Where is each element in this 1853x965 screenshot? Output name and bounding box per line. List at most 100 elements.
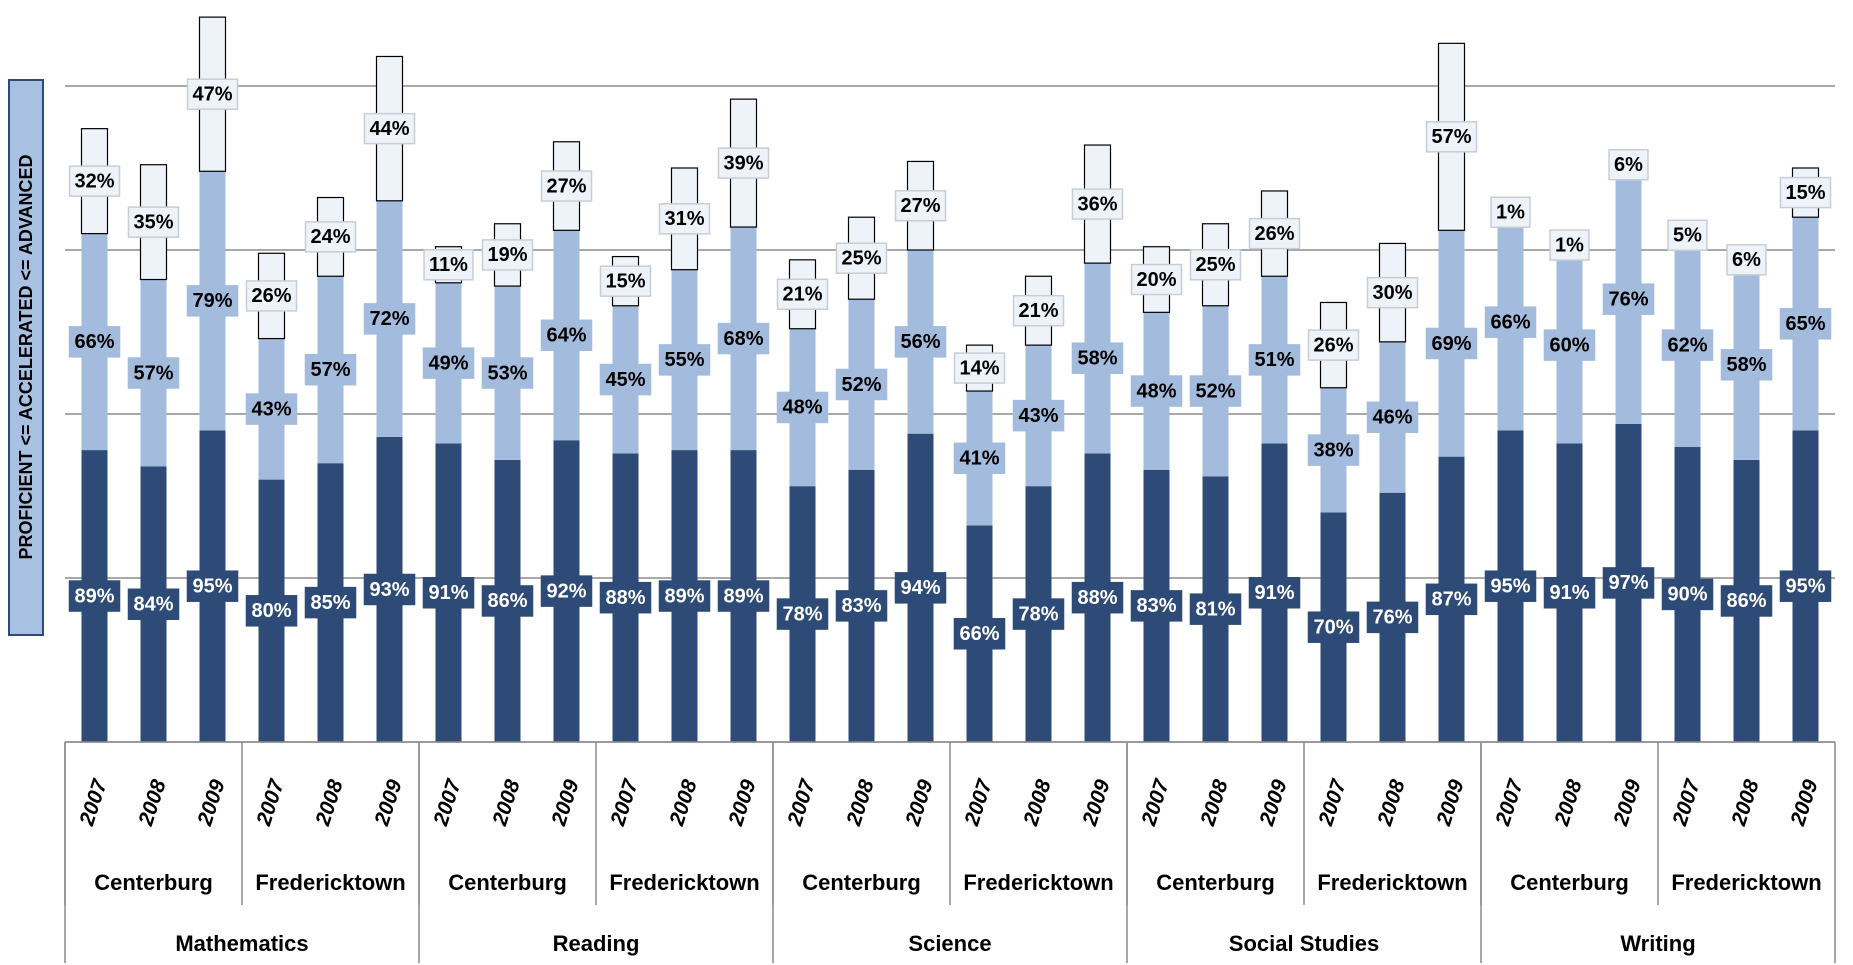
data-label: 43% [251,398,291,420]
data-label: 95% [192,575,232,597]
label-box [304,586,357,619]
x-tick-label: 2008 [842,777,879,830]
label-box [953,352,1006,384]
label-box [1071,188,1124,220]
data-label: 26% [1313,334,1353,356]
label-box [423,249,474,281]
data-label: 51% [1254,349,1294,371]
data-label: 65% [1785,313,1825,335]
label-box [363,303,416,335]
label-box [776,598,829,630]
subject-label: Writing [1620,931,1695,956]
label-box [599,265,652,297]
label-box [1779,308,1832,340]
data-label: 15% [605,270,645,292]
x-tick-label: 2009 [724,777,761,830]
data-label: 38% [1313,439,1353,461]
data-label: 20% [1136,269,1176,291]
data-label: 15% [1785,182,1825,204]
data-label: 79% [192,290,232,312]
x-tick-label: 2009 [370,777,407,830]
x-tick-label: 2009 [1432,777,1469,830]
label-box [717,147,770,179]
label-box [540,319,593,352]
label-box [186,570,239,602]
label-box [481,239,534,271]
x-tick-label: 2007 [960,776,997,830]
group-label: Centerburg [448,870,567,895]
x-tick-label: 2008 [1727,777,1764,830]
group-label: Fredericktown [255,870,405,895]
data-label: 80% [251,600,291,622]
label-box [245,595,298,627]
label-box [1012,399,1065,432]
data-label: 66% [74,331,114,353]
x-tick-label: 2007 [606,776,643,830]
label-box [953,618,1006,650]
data-label: 93% [369,579,409,601]
label-box [717,322,770,355]
x-tick-label: 2008 [134,777,171,830]
label-box [68,326,121,358]
label-box [1366,601,1419,634]
x-tick-label: 2009 [901,777,938,830]
label-box [1667,219,1708,251]
data-label: 89% [723,585,763,607]
label-box [1425,327,1478,360]
x-tick-label: 2009 [193,777,230,830]
group-label: Fredericktown [1317,870,1467,895]
label-box [835,368,888,401]
data-label: 49% [428,352,468,374]
label-box [599,363,652,396]
data-label: 86% [1726,590,1766,612]
y-label-box [8,79,44,636]
data-label: 76% [1372,607,1412,629]
data-label: 88% [1077,587,1117,609]
data-label: 24% [310,226,350,248]
x-tick-label: 2007 [75,776,112,830]
label-box [1543,329,1596,361]
data-label: 66% [959,623,999,645]
data-label: 43% [1018,405,1058,427]
data-label: 57% [133,362,173,384]
group-label: Fredericktown [1671,870,1821,895]
x-tick-label: 2008 [1196,777,1233,830]
label-box [68,580,121,612]
data-label: 72% [369,308,409,330]
data-label: 92% [546,580,586,602]
data-label: 85% [310,592,350,614]
label-box [481,357,534,389]
data-label: 6% [1732,249,1761,271]
data-label: 55% [664,349,704,371]
label-box [1779,570,1832,602]
label-box [1366,401,1419,434]
data-label: 66% [1490,311,1530,333]
label-box [835,590,888,622]
data-label: 86% [487,590,527,612]
label-box [68,165,121,197]
data-label: 1% [1555,234,1584,256]
x-tick-label: 2009 [1609,777,1646,830]
data-label: 64% [546,325,586,347]
label-box [1484,306,1537,338]
data-label: 56% [900,331,940,353]
label-box [1366,276,1419,309]
label-box [186,285,239,317]
label-box [1248,577,1301,609]
label-box [245,280,298,312]
label-box [422,347,475,379]
data-label: 21% [782,284,822,306]
x-tick-label: 2009 [1255,777,1292,830]
data-label: 46% [1372,407,1412,429]
x-tick-label: 2008 [1019,777,1056,830]
label-box [1602,283,1655,315]
data-label: 45% [605,369,645,391]
label-box [1484,570,1537,602]
label-box [1130,590,1183,622]
label-box [1248,344,1301,376]
data-label: 32% [74,170,114,192]
data-label: 83% [841,595,881,617]
label-box [481,585,534,617]
subject-label: Science [908,931,991,956]
data-label: 57% [1431,126,1471,148]
